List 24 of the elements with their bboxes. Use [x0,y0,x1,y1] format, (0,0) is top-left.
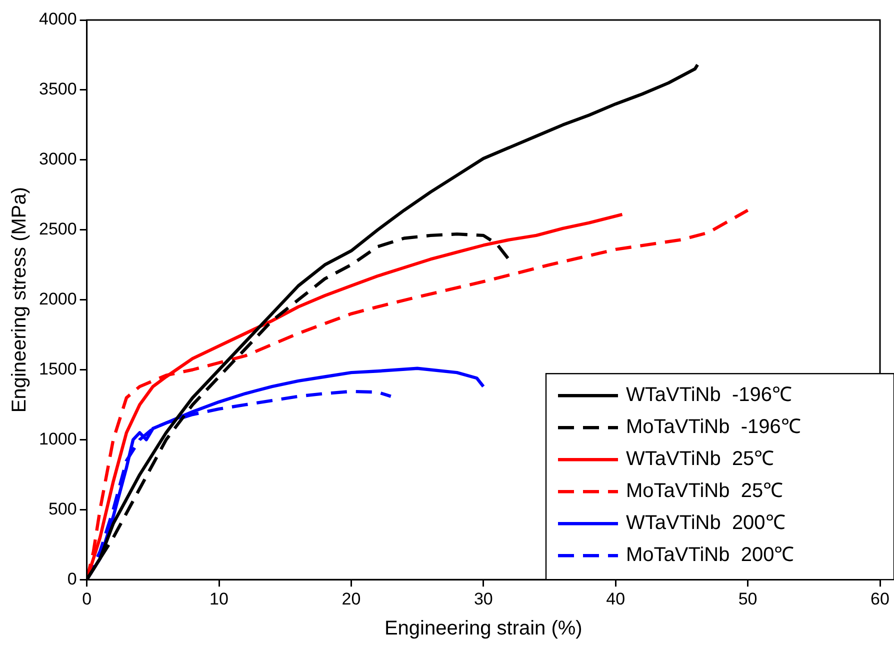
y-tick-label: 2000 [38,289,77,308]
legend-label: MoTaVTiNb 25℃ [626,480,784,502]
x-tick-label: 50 [738,589,758,608]
legend-label: MoTaVTiNb -196℃ [626,416,801,438]
x-tick-label: 30 [474,589,493,608]
x-tick-label: 20 [342,589,361,608]
y-tick-label: 4000 [38,10,77,29]
x-tick-label: 60 [870,589,890,608]
legend-label: MoTaVTiNb 200℃ [626,544,794,566]
x-tick-label: 10 [210,589,228,608]
y-tick-label: 500 [48,499,77,518]
y-tick-label: 1500 [38,359,77,378]
y-tick-label: 3000 [38,150,77,169]
y-tick-label: 1000 [38,429,77,448]
x-tick-label: 40 [606,589,626,608]
legend-label: WTaVTiNb -196℃ [626,384,792,406]
y-tick-label: 2500 [38,220,77,239]
legend-label: WTaVTiNb 200℃ [626,512,786,534]
x-axis-title: Engineering strain (%) [384,618,582,640]
y-tick-label: 3500 [38,80,77,99]
legend-label: WTaVTiNb 25℃ [626,448,774,470]
y-axis-title: Engineering stress (MPa) [8,186,31,413]
x-tick-label: 0 [82,589,92,608]
y-tick-label: 0 [67,569,77,588]
